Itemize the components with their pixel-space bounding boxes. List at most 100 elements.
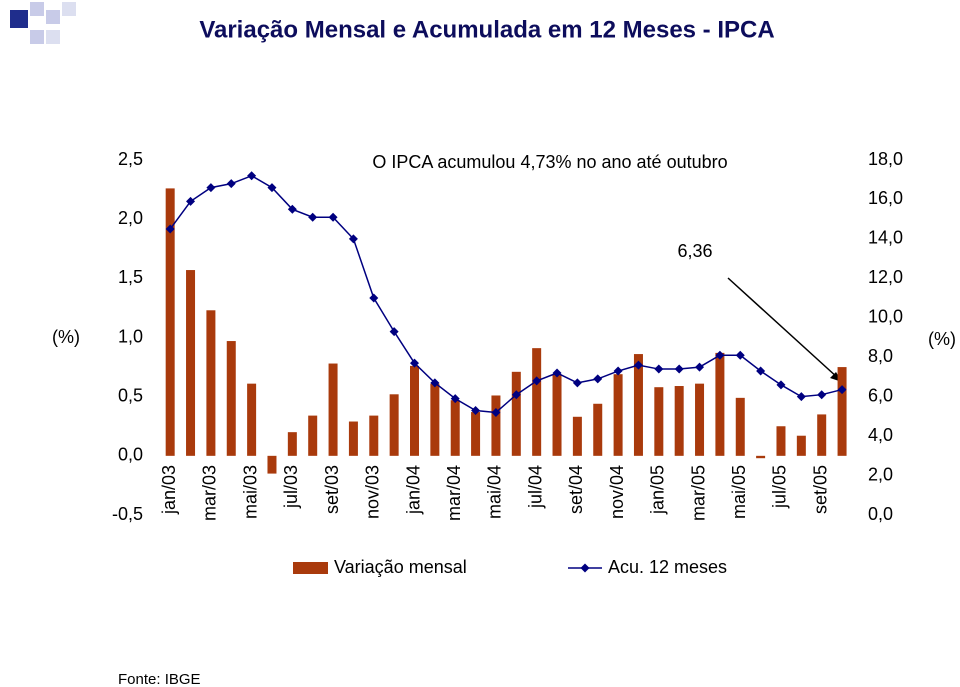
bar (165, 188, 175, 456)
y-tick-label: 2,5 (118, 149, 143, 169)
y2-tick-label: 12,0 (868, 267, 903, 287)
x-tick-label: set/05 (810, 465, 830, 514)
line-marker (572, 378, 582, 388)
bar (267, 455, 277, 474)
line-marker (348, 234, 358, 244)
y2-tick-label: 4,0 (868, 425, 893, 445)
x-tick-label: mar/05 (688, 465, 708, 521)
bar (348, 421, 358, 456)
bar (552, 374, 562, 456)
bar (389, 394, 399, 456)
bar (715, 352, 725, 456)
bar (186, 270, 196, 456)
x-tick-label: jan/03 (159, 465, 179, 515)
bar (796, 435, 806, 456)
y-tick-label: -0,5 (112, 504, 143, 524)
bar (572, 416, 582, 456)
bar (633, 354, 643, 456)
bar (674, 386, 684, 456)
line-marker (654, 364, 664, 374)
y2-tick-label: 0,0 (868, 504, 893, 524)
x-tick-label: nov/04 (607, 465, 627, 519)
y2-tick-label: 2,0 (868, 464, 893, 484)
bar (735, 397, 745, 456)
bar (613, 374, 623, 456)
line-marker (674, 364, 684, 374)
line-marker (837, 385, 847, 395)
line-marker (817, 390, 827, 400)
y-tick-label: 0,5 (118, 385, 143, 405)
line-marker (796, 392, 806, 402)
line-marker (450, 394, 460, 404)
line-marker (369, 293, 379, 303)
annotation: 6,36 (677, 241, 712, 261)
x-tick-label: mar/03 (200, 465, 220, 521)
line (169, 174, 843, 414)
bar (491, 395, 501, 456)
bar (287, 432, 297, 456)
line-marker (552, 368, 562, 378)
x-tick-label: mai/03 (240, 465, 260, 519)
line-marker (511, 390, 521, 400)
line-marker (613, 366, 623, 376)
bar (511, 371, 521, 456)
line-marker (715, 350, 725, 360)
line-marker (186, 196, 196, 206)
line-marker (430, 378, 440, 388)
line-marker (389, 327, 399, 337)
x-tick-label: nov/03 (363, 465, 383, 519)
y2-tick-label: 14,0 (868, 228, 903, 248)
bar (206, 310, 216, 456)
annotation: O IPCA acumulou 4,73% no ano até outubro (372, 152, 727, 172)
line-marker (633, 360, 643, 370)
bar (247, 383, 257, 456)
y-tick-label: 1,0 (118, 326, 143, 346)
legend-label: Variação mensal (334, 557, 467, 577)
x-tick-label: jan/05 (648, 465, 668, 515)
bar (450, 400, 460, 456)
bar (837, 367, 847, 456)
bar (308, 415, 318, 456)
line-marker (593, 374, 603, 384)
y2-tick-label: 8,0 (868, 346, 893, 366)
legend-label: Acu. 12 meses (608, 557, 727, 577)
bar (430, 383, 440, 456)
chart-title: Variação Mensal e Acumulada em 12 Meses … (199, 16, 774, 43)
bar (328, 363, 338, 456)
bar (776, 426, 786, 456)
bar (593, 403, 603, 456)
y2-axis-label: (%) (928, 329, 956, 349)
line-marker (410, 358, 419, 368)
bar (471, 412, 481, 456)
x-tick-label: jan/04 (403, 465, 423, 515)
x-tick-label: mar/04 (444, 465, 464, 521)
line-marker (267, 183, 277, 193)
legend-marker (580, 563, 590, 573)
line-marker (287, 204, 297, 214)
x-tick-label: jul/04 (525, 465, 545, 509)
y2-tick-label: 6,0 (868, 385, 893, 405)
source: Fonte: IBGE (118, 671, 201, 687)
line-marker (532, 376, 542, 386)
bar (532, 348, 542, 456)
line-marker (695, 362, 705, 372)
y-tick-label: 1,5 (118, 267, 143, 287)
bar (817, 414, 827, 456)
annotation-arrow (727, 277, 839, 379)
logo (10, 2, 76, 44)
x-tick-label: set/03 (322, 465, 342, 514)
x-tick-label: mai/05 (729, 465, 749, 519)
line-marker (491, 407, 501, 417)
line-marker (226, 179, 236, 189)
bar (226, 341, 236, 456)
bar (695, 383, 705, 456)
bar (756, 455, 766, 459)
line-marker (165, 224, 175, 234)
legend-swatch (293, 562, 328, 574)
line-marker (308, 212, 318, 222)
line-marker (471, 405, 481, 415)
line-marker (735, 350, 745, 360)
line-marker (756, 366, 766, 376)
x-tick-label: jul/05 (770, 465, 790, 509)
